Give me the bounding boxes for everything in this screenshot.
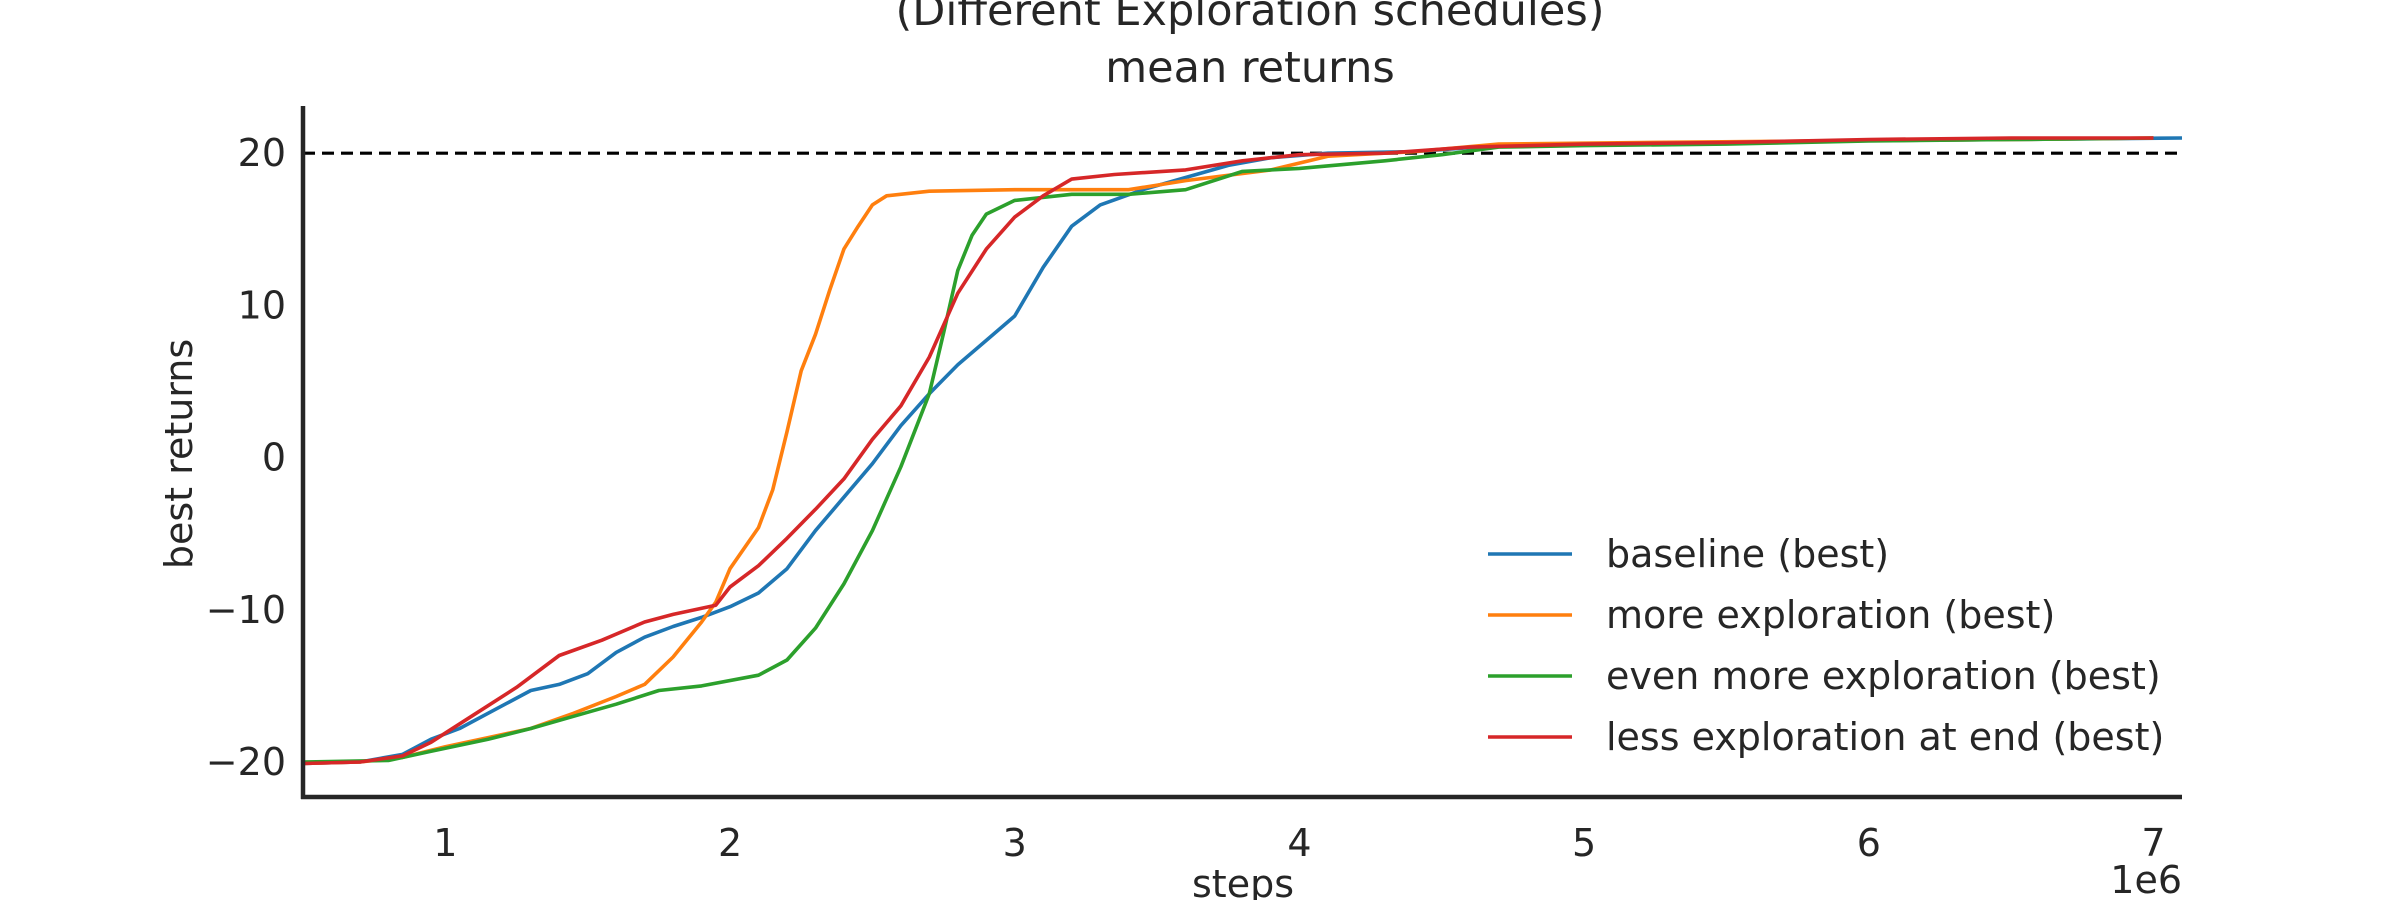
x-tick-label: 6	[1857, 821, 1881, 865]
legend-label: more exploration (best)	[1606, 593, 2055, 637]
x-offset-label: 1e6	[2110, 858, 2182, 900]
series-line-4	[302, 136, 2154, 766]
x-tick-label: 5	[1572, 821, 1596, 865]
chart-subtitle: mean returns	[1105, 43, 1395, 93]
x-tick-label: 4	[1287, 821, 1311, 865]
axes	[300, 106, 2182, 800]
y-tick-label: −10	[206, 588, 286, 632]
y-tick-label: 10	[238, 283, 286, 327]
x-tick-label: 2	[718, 821, 742, 865]
series-line-3	[302, 136, 2154, 764]
chart-title: (Different Exploration schedules)	[896, 0, 1605, 36]
legend-label: baseline (best)	[1606, 532, 1889, 576]
x-tick-label: 1	[433, 821, 457, 865]
tick-labels: 1 2 3 4 5 6 7 −20 −10 0 10 20	[206, 131, 2166, 865]
y-axis-label: best returns	[157, 339, 201, 569]
legend-label: even more exploration (best)	[1606, 654, 2161, 698]
legend: baseline (best) more exploration (best) ev…	[1488, 532, 2164, 759]
y-tick-label: −20	[206, 740, 286, 784]
series-layer	[302, 136, 2183, 766]
y-tick-label: 0	[262, 436, 286, 480]
y-tick-label: 20	[238, 131, 286, 175]
legend-label: less exploration at end (best)	[1606, 715, 2164, 759]
x-axis-label: steps	[1192, 862, 1294, 900]
x-tick-label: 3	[1003, 821, 1027, 865]
x-tick-label: 7	[2141, 821, 2165, 865]
